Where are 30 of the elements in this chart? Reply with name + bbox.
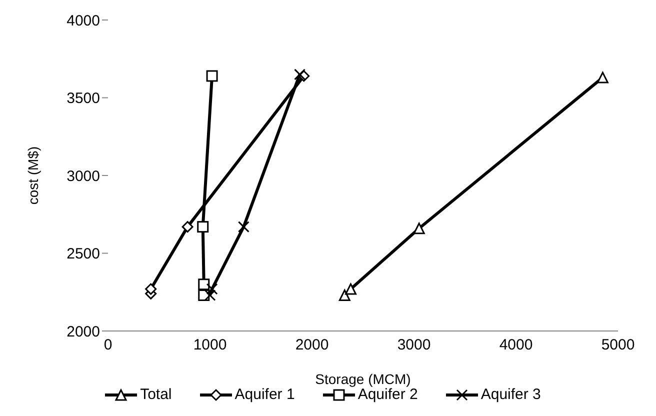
- y-tick-label: 2500: [66, 246, 100, 263]
- y-axis-title: cost (M$): [24, 146, 41, 205]
- point: [197, 221, 209, 233]
- x-tick-label: 0: [104, 336, 112, 354]
- point: [238, 221, 250, 233]
- x-tick-label: 3000: [397, 336, 431, 354]
- point: [413, 222, 425, 234]
- legend-label: Total: [140, 386, 172, 403]
- x-tick-label: 5000: [601, 336, 635, 354]
- y-tick-label: 2000: [66, 323, 100, 340]
- point: [198, 278, 210, 290]
- y-tick-label: 4000: [66, 12, 100, 30]
- legend-label: Aquifer 3: [480, 386, 541, 403]
- x-tick-label: 1000: [193, 336, 227, 354]
- point: [294, 68, 306, 80]
- legend-label: Aquifer 2: [358, 386, 418, 403]
- point: [596, 72, 608, 84]
- x-tick-label: 2000: [295, 336, 329, 354]
- point: [206, 70, 218, 82]
- point: [145, 283, 157, 295]
- point: [182, 221, 194, 233]
- y-tick-label: 3000: [66, 168, 100, 185]
- point: [206, 283, 218, 295]
- point: [204, 289, 216, 301]
- point: [338, 289, 350, 301]
- y-tick-label: 3500: [66, 90, 100, 108]
- point: [345, 283, 357, 295]
- x-axis-title: Storage (MCM): [315, 371, 411, 387]
- legend-label: Aquifer 1: [234, 386, 295, 403]
- x-tick-label: 4000: [499, 336, 533, 354]
